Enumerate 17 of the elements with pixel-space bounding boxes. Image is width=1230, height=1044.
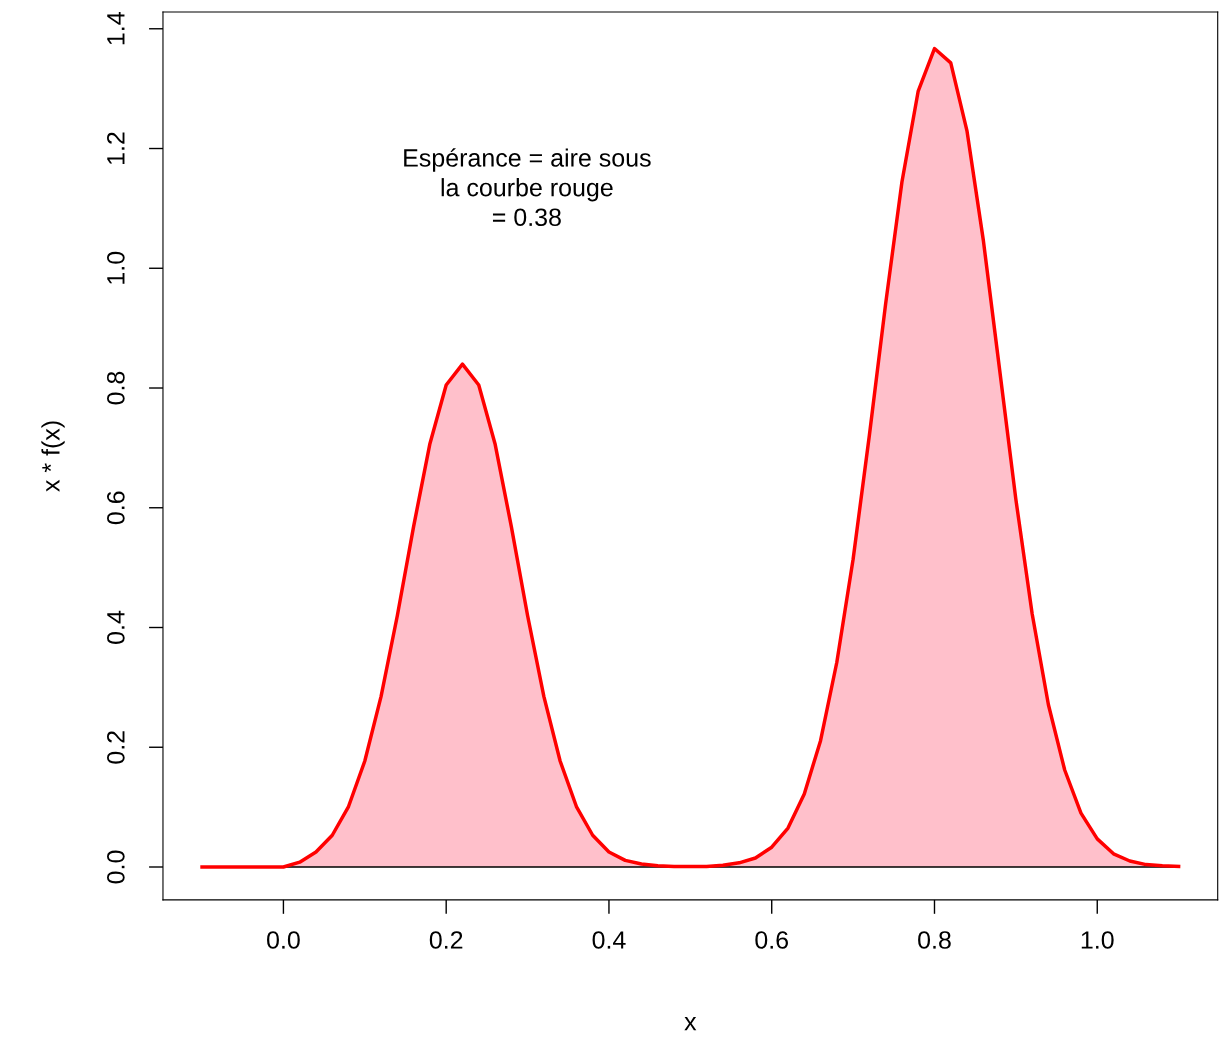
x-axis-title: x [684,1017,697,1031]
x-tick-label: 0.0 [267,931,300,949]
x-tick-label: 0.8 [918,931,951,949]
y-tick-label: 0.6 [107,491,125,525]
y-tick-label: 1.4 [107,12,125,45]
y-tick-label: 0.2 [107,731,125,764]
x-tick-label: 0.6 [755,931,788,949]
x-tick-label: 1.0 [1081,931,1114,949]
y-tick-label: 1.2 [107,132,125,164]
y-tick-label: 0.4 [107,610,125,644]
x-tick-label: 0.4 [592,931,626,949]
annotation: Espérance = aire sous la courbe rouge = 0.38 [404,148,651,227]
y-tick-label: 0.0 [107,850,125,884]
y-axis-title: x * f(x) [41,421,65,492]
y-tick-label: 0.8 [107,371,125,405]
x-tick-label: 0.2 [429,931,463,949]
y-tick-label: 1.0 [107,251,125,284]
